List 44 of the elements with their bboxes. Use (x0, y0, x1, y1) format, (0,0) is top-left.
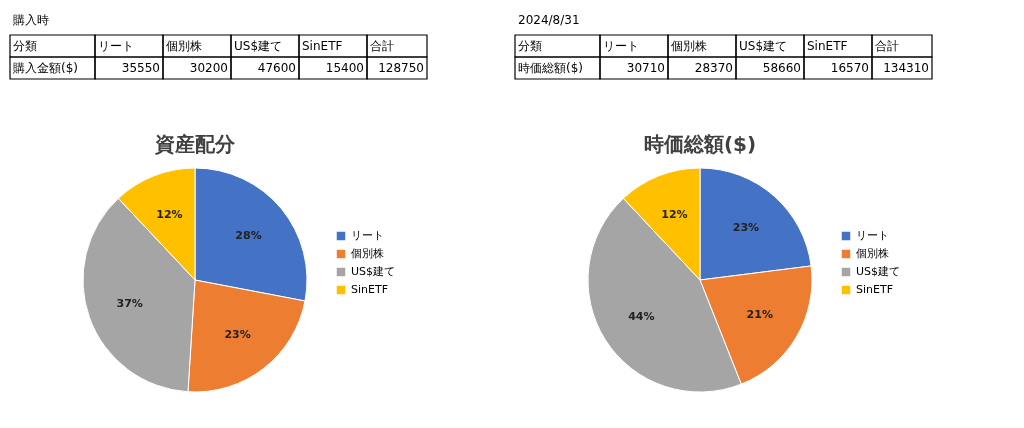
text: 58660 (762, 61, 801, 75)
category-label: リート (98, 39, 134, 53)
category-label: US$建て (739, 39, 788, 53)
category-label: SinETF (302, 39, 343, 53)
chart-title: 時価総額($) (643, 132, 757, 156)
legend-label: SinETF (856, 283, 894, 296)
text: 15400 (325, 61, 364, 75)
text: 16570 (830, 61, 869, 75)
text: 134310 (883, 61, 929, 75)
text: 30710 (626, 61, 665, 75)
text: 合計 (875, 39, 899, 53)
data-label: 12% (156, 208, 183, 222)
text: 2024/8/31 (518, 13, 580, 27)
data-label: 28% (235, 228, 262, 242)
legend-label: リート (351, 229, 384, 242)
category-label: 個別株 (166, 39, 202, 53)
text: 購入金額($) (13, 61, 78, 75)
data-label: 21% (746, 308, 773, 322)
data-label: 44% (628, 310, 655, 324)
text: 分類 (518, 39, 542, 53)
legend-label: US$建て (856, 265, 901, 278)
text: 128750 (378, 61, 424, 75)
chart-title: 資産配分 (154, 132, 236, 156)
text: 購入時 (13, 13, 49, 27)
category-label: US$建て (234, 39, 283, 53)
text: 時価総額($) (518, 61, 583, 75)
text: 47600 (257, 61, 296, 75)
data-label: 23% (224, 327, 251, 341)
text: 分類 (13, 39, 37, 53)
legend-label: 個別株 (351, 247, 384, 260)
text: 合計 (370, 39, 394, 53)
data-label: 37% (116, 296, 143, 310)
data-label: 12% (661, 208, 688, 222)
text: 30200 (189, 61, 228, 75)
data-label: 23% (732, 220, 760, 234)
text: 28370 (694, 61, 733, 75)
legend-label: 個別株 (856, 247, 889, 260)
legend-label: US$建て (351, 265, 396, 278)
category-label: 個別株 (671, 39, 707, 53)
legend-label: SinETF (351, 283, 389, 296)
category-label: リート (603, 39, 639, 53)
legend-label: リート (856, 229, 889, 242)
text: 35550 (121, 61, 160, 75)
category-label: SinETF (807, 39, 848, 53)
